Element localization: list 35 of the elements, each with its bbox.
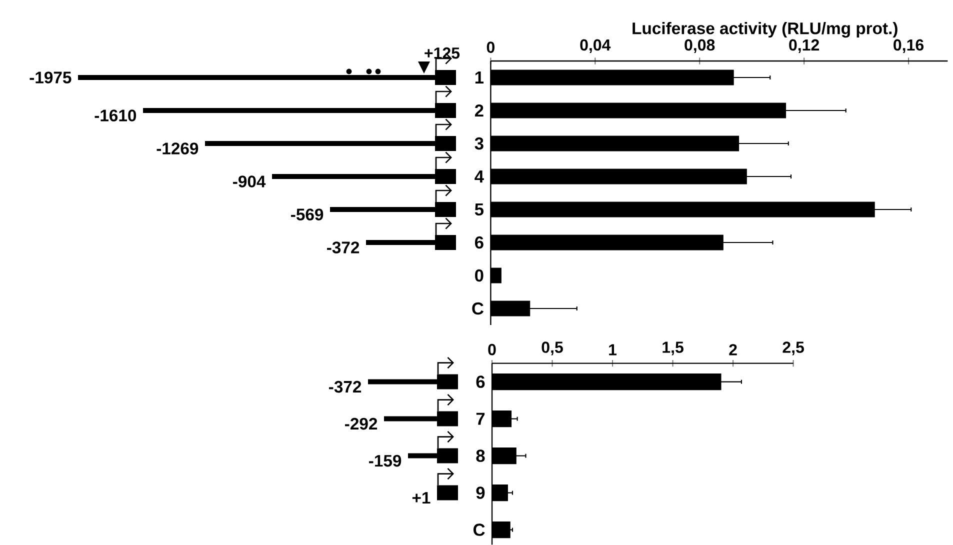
- x-tick-label: 0,5: [542, 342, 563, 356]
- y-tick-label: 3: [474, 137, 484, 150]
- y-tick-label: 6: [476, 376, 485, 388]
- text: -1610: [94, 110, 136, 122]
- text: -569: [291, 208, 324, 220]
- text: -372: [329, 380, 362, 393]
- y-tick-label: C: [473, 524, 485, 536]
- x-tick-label: 0,12: [789, 39, 819, 53]
- x-tick-label: 2: [729, 344, 737, 356]
- x-tick-label: 0,04: [580, 39, 611, 53]
- text: -159: [369, 454, 402, 467]
- y-tick-label: 6: [474, 236, 484, 249]
- x-axis-title: Luciferase activity (RLU/mg prot.): [632, 22, 898, 38]
- y-tick-label: C: [472, 302, 484, 315]
- text: -292: [345, 418, 378, 430]
- text: -1975: [30, 72, 72, 84]
- text: -1269: [156, 142, 198, 154]
- y-tick-label: 5: [474, 203, 484, 216]
- x-tick-label: 0: [488, 344, 496, 356]
- y-tick-label: 1: [475, 72, 484, 84]
- x-tick-label: 0,08: [684, 39, 715, 53]
- x-tick-label: 0,16: [894, 39, 924, 53]
- x-tick-label: 1: [609, 344, 617, 356]
- x-tick-label: 1,5: [662, 342, 684, 356]
- y-tick-label: 7: [476, 412, 485, 425]
- x-tick-label: 0: [486, 42, 494, 53]
- y-tick-label: 2: [474, 104, 484, 117]
- y-tick-label: 8: [476, 450, 485, 462]
- x-tick-label: 2,5: [782, 342, 804, 356]
- text: +1: [412, 492, 430, 504]
- y-tick-label: 4: [474, 170, 484, 182]
- y-tick-label: 9: [476, 486, 485, 499]
- text: -372: [327, 242, 360, 254]
- text: -904: [233, 176, 266, 188]
- y-tick-label: 0: [475, 269, 484, 282]
